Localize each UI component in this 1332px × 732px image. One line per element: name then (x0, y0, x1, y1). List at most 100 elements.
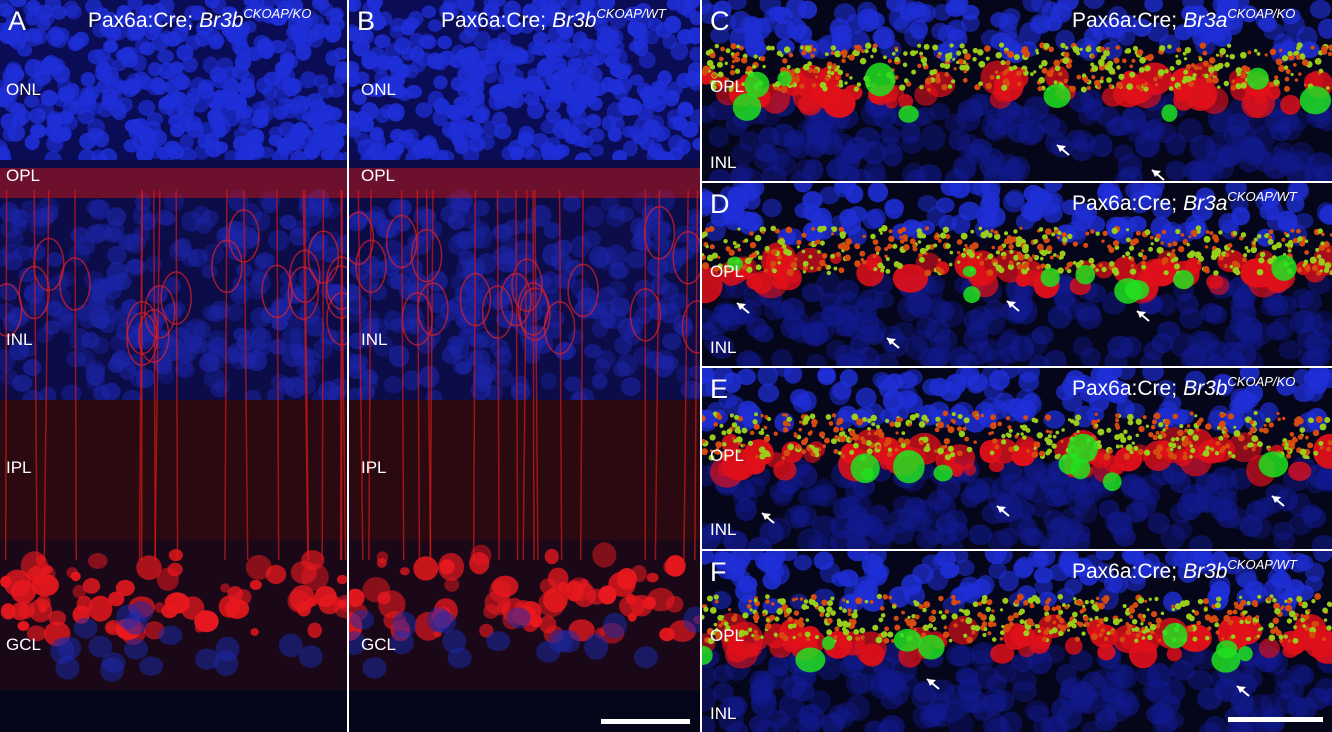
cell (320, 149, 335, 161)
speckle (987, 620, 995, 628)
speckle (723, 238, 728, 244)
cell (349, 353, 369, 373)
speckle (864, 48, 869, 54)
speckle (972, 56, 977, 62)
cell (38, 386, 57, 404)
speckle (799, 597, 804, 601)
speckle (1033, 446, 1037, 450)
cell (311, 0, 330, 12)
speckle (894, 624, 901, 631)
cell (1174, 24, 1193, 41)
cell (308, 128, 325, 146)
cell (702, 266, 723, 304)
cell (807, 485, 830, 507)
speckle (1038, 64, 1043, 69)
speckle (730, 64, 735, 69)
cell (1146, 679, 1171, 705)
speckle (1072, 46, 1080, 54)
scale-bar (601, 719, 690, 724)
speckle (866, 448, 873, 455)
cell (80, 72, 96, 87)
speckle (1098, 61, 1105, 67)
cell (586, 588, 606, 605)
speckle (957, 413, 963, 419)
cell (1246, 67, 1269, 90)
cell (819, 292, 842, 313)
speckle (741, 82, 746, 86)
cell (613, 64, 631, 80)
speckle (1240, 51, 1247, 59)
speckle (720, 451, 728, 458)
cell (67, 35, 83, 52)
cell (1258, 638, 1280, 659)
speckle (1046, 438, 1053, 446)
speckle (709, 449, 713, 453)
speckle (874, 245, 881, 253)
cell (710, 27, 730, 44)
speckle (876, 251, 880, 255)
cell (932, 3, 952, 21)
speckle (1205, 230, 1210, 234)
cell (289, 227, 310, 246)
cell (156, 567, 179, 591)
cell (1160, 524, 1186, 549)
speckle (734, 414, 740, 420)
speckle (1245, 66, 1251, 73)
cell (801, 283, 825, 303)
cell (720, 624, 745, 649)
speckle (1218, 435, 1224, 441)
speckle (1068, 261, 1074, 266)
cell (609, 116, 625, 131)
cell (45, 300, 63, 317)
title-prefix: Pax6a:Cre; (1072, 9, 1178, 32)
speckle (819, 259, 826, 267)
cell (349, 0, 357, 12)
cell (1151, 701, 1174, 726)
cell (1027, 704, 1049, 723)
speckle (1290, 72, 1294, 77)
cell (390, 63, 408, 81)
speckle (1283, 65, 1289, 70)
cell (389, 630, 414, 655)
speckle (853, 609, 858, 614)
cell (77, 305, 100, 329)
cell (917, 195, 938, 212)
cell (688, 75, 700, 91)
speckle (1115, 444, 1120, 449)
speckle (886, 451, 893, 458)
speckle (891, 51, 896, 56)
speckle (702, 415, 706, 422)
cell (138, 75, 154, 91)
speckle (774, 228, 780, 234)
speckle (1139, 87, 1144, 92)
speckle (755, 455, 759, 459)
speckle (830, 50, 835, 56)
speckle (1144, 229, 1151, 236)
process (4, 189, 8, 561)
cell (1266, 213, 1286, 231)
speckle (993, 262, 998, 267)
speckle (1170, 76, 1176, 82)
cell (1005, 155, 1031, 181)
cell (123, 139, 139, 153)
speckle (1126, 228, 1130, 232)
speckle (1058, 71, 1063, 77)
speckle (1312, 429, 1320, 437)
cell-outline (643, 206, 676, 260)
speckle (1127, 419, 1134, 426)
speckle (736, 436, 743, 444)
cell (1282, 644, 1299, 658)
speckle (734, 68, 741, 74)
cell (455, 360, 472, 375)
cell (788, 136, 811, 160)
cell (1105, 117, 1129, 137)
speckle (1188, 235, 1192, 239)
cell (57, 306, 74, 322)
speckle (1057, 236, 1061, 240)
cell (437, 35, 453, 50)
speckle (799, 83, 805, 89)
cell (134, 38, 151, 55)
speckle (808, 254, 813, 259)
speckle (1053, 59, 1061, 67)
speckle (895, 417, 901, 423)
